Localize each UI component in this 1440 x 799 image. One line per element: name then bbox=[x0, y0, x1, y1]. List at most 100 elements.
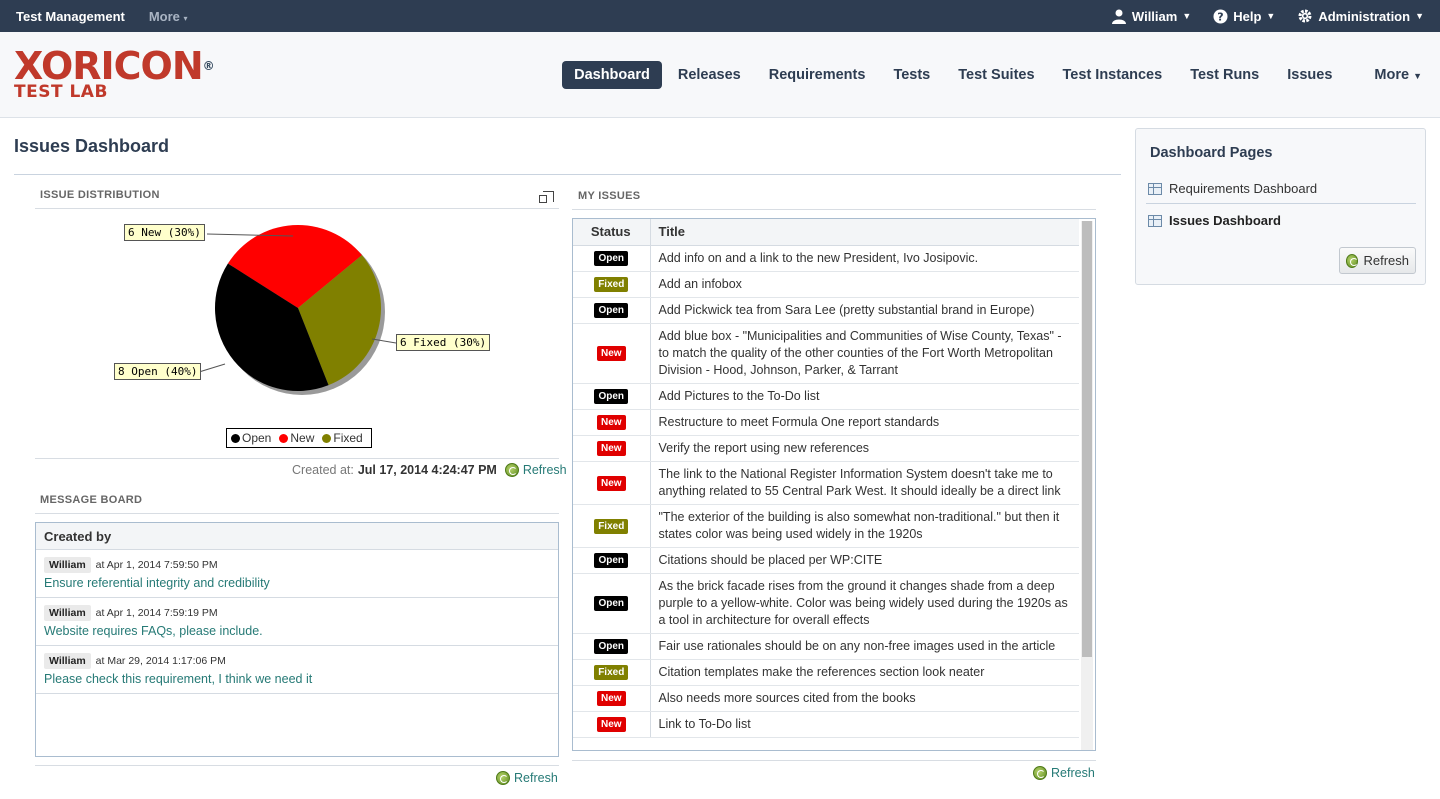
table-row[interactable]: Open Add info on and a link to the new Pr… bbox=[573, 245, 1079, 272]
app-name-link[interactable]: Test Management bbox=[16, 8, 125, 24]
refresh-label: Refresh bbox=[1363, 253, 1409, 268]
my-issues-refresh-link[interactable]: Refresh bbox=[1033, 766, 1095, 780]
table-row[interactable]: Open Citations should be placed per WP:CI… bbox=[573, 547, 1079, 574]
callout-open: 8 Open (40%) bbox=[114, 363, 202, 380]
issue-title[interactable]: Citation templates make the references s… bbox=[650, 659, 1079, 686]
status-cell: Fixed bbox=[573, 271, 651, 298]
message-link[interactable]: Website requires FAQs, please include. bbox=[44, 624, 263, 638]
pie-slice-new[interactable] bbox=[227, 225, 362, 308]
status-cell: Open bbox=[573, 383, 651, 410]
created-prefix: Created at: bbox=[292, 463, 354, 477]
table-row[interactable]: New Link to To-Do list bbox=[573, 711, 1079, 738]
table-row[interactable]: New Also needs more sources cited from th… bbox=[573, 685, 1079, 712]
chevron-down-icon: ▼ bbox=[1266, 11, 1276, 21]
table-row[interactable]: Open As the brick facade rises from the g… bbox=[573, 573, 1079, 634]
link-issues-dashboard[interactable]: Issues Dashboard bbox=[1148, 213, 1281, 228]
message-item: William at Apr 1, 2014 7:59:19 PM Website… bbox=[36, 598, 558, 646]
maximize-icon[interactable] bbox=[539, 191, 554, 203]
link-requirements-dashboard[interactable]: Requirements Dashboard bbox=[1148, 181, 1317, 196]
administration-menu[interactable]: Administration ▼ bbox=[1297, 8, 1424, 24]
table-row[interactable]: Fixed Citation templates make the referen… bbox=[573, 659, 1079, 686]
nav-test-runs[interactable]: Test Runs bbox=[1190, 67, 1260, 83]
column-header-title[interactable]: Title bbox=[650, 219, 1079, 246]
table-row[interactable]: New Verify the report using new reference… bbox=[573, 435, 1079, 462]
message-board: Created by William at Apr 1, 2014 7:59:50… bbox=[35, 522, 559, 757]
pie-slice-fixed[interactable] bbox=[298, 255, 381, 386]
xoricon-logo[interactable]: XORICON® TEST LAB bbox=[14, 47, 215, 101]
legend-swatch bbox=[322, 433, 332, 443]
issues-scrollbar[interactable] bbox=[1081, 221, 1093, 750]
pie-chart bbox=[198, 225, 397, 395]
table-row[interactable]: New Add blue box - "Municipalities and Co… bbox=[573, 323, 1079, 384]
status-cell: Open bbox=[573, 297, 651, 324]
message-time: at Apr 1, 2014 7:59:50 PM bbox=[95, 559, 218, 571]
pie-slice-open[interactable] bbox=[214, 263, 329, 391]
table-row[interactable]: Open Fair use rationales should be on any… bbox=[573, 633, 1079, 660]
issue-title[interactable]: Verify the report using new references bbox=[650, 435, 1079, 462]
issue-title[interactable]: Add info on and a link to the new Presid… bbox=[650, 245, 1079, 272]
issue-title[interactable]: "The exterior of the building is also so… bbox=[650, 504, 1079, 548]
status-cell: Fixed bbox=[573, 504, 651, 548]
issue-title[interactable]: Fair use rationales should be on any non… bbox=[650, 633, 1079, 660]
message-board-refresh-link[interactable]: Refresh bbox=[496, 771, 558, 785]
nav-issues[interactable]: Issues bbox=[1287, 67, 1333, 83]
nav-requirements[interactable]: Requirements bbox=[768, 67, 866, 83]
chevron-down-icon: ▼ bbox=[1182, 11, 1192, 21]
issue-title[interactable]: Restructure to meet Formula One report s… bbox=[650, 409, 1079, 436]
status-badge: Open bbox=[594, 389, 629, 404]
issue-distribution-chart: 6 New (30%) 6 Fixed (30%) 8 Open (40%) bbox=[35, 212, 559, 452]
column-header-status[interactable]: Status bbox=[573, 219, 651, 246]
status-badge: New bbox=[596, 475, 626, 491]
status-cell: Open bbox=[573, 547, 651, 574]
callout-fixed: 6 Fixed (30%) bbox=[396, 334, 491, 351]
issue-title[interactable]: Link to To-Do list bbox=[650, 711, 1079, 738]
issue-title[interactable]: Citations should be placed per WP:CITE bbox=[650, 547, 1079, 574]
issue-title[interactable]: Add Pictures to the To-Do list bbox=[650, 383, 1079, 410]
nav-tests[interactable]: Tests bbox=[893, 67, 931, 83]
side-refresh-button[interactable]: Refresh bbox=[1339, 247, 1416, 274]
my-issues-panel: Status Title Open Add info on and a link … bbox=[572, 218, 1096, 751]
table-row[interactable]: New The link to the National Register Inf… bbox=[573, 461, 1079, 505]
refresh-label: Refresh bbox=[522, 463, 567, 477]
issue-title[interactable]: Add an infobox bbox=[650, 271, 1079, 298]
table-row[interactable]: Fixed Add an infobox bbox=[573, 271, 1079, 298]
message-board-header: Created by bbox=[36, 523, 558, 550]
nav-more[interactable]: More ▼ bbox=[1362, 61, 1422, 89]
scrollbar-thumb[interactable] bbox=[1082, 221, 1092, 657]
message-author: William bbox=[44, 605, 91, 621]
issue-title[interactable]: Add blue box - "Municipalities and Commu… bbox=[650, 323, 1079, 384]
nav-test-suites[interactable]: Test Suites bbox=[958, 67, 1035, 83]
link-label: Requirements Dashboard bbox=[1169, 181, 1318, 196]
status-cell: Fixed bbox=[573, 659, 651, 686]
refresh-icon bbox=[1346, 253, 1359, 268]
message-link[interactable]: Ensure referential integrity and credibi… bbox=[44, 576, 270, 590]
table-row[interactable]: Open Add Pictures to the To-Do list bbox=[573, 383, 1079, 410]
table-row[interactable]: New Restructure to meet Formula One repor… bbox=[573, 409, 1079, 436]
chart-refresh-link[interactable]: Refresh bbox=[504, 463, 567, 477]
message-author: William bbox=[44, 557, 91, 573]
issue-title[interactable]: Also needs more sources cited from the b… bbox=[650, 685, 1079, 712]
help-menu[interactable]: ? Help ▼ bbox=[1213, 9, 1275, 24]
chart-created-at: Created at: Jul 17, 2014 4:24:47 PM Refr… bbox=[292, 463, 567, 477]
page-title: Issues Dashboard bbox=[14, 136, 170, 156]
dashboard-pages-title: Dashboard Pages bbox=[1150, 145, 1273, 161]
issue-title[interactable]: The link to the National Register Inform… bbox=[650, 461, 1079, 505]
legend-swatch bbox=[231, 433, 240, 443]
nav-dashboard[interactable]: Dashboard bbox=[562, 61, 662, 89]
nav-releases[interactable]: Releases bbox=[677, 67, 741, 83]
header: XORICON® TEST LAB Dashboard Releases Req… bbox=[0, 32, 1440, 118]
dashboard-grid-icon bbox=[1148, 214, 1162, 227]
table-row[interactable]: Fixed "The exterior of the building is al… bbox=[573, 504, 1079, 548]
top-more-menu[interactable]: More ▾ bbox=[149, 9, 188, 24]
status-badge: Open bbox=[594, 251, 629, 266]
issue-title[interactable]: As the brick facade rises from the groun… bbox=[650, 573, 1079, 634]
section-divider bbox=[35, 208, 559, 209]
nav-test-instances[interactable]: Test Instances bbox=[1062, 67, 1163, 83]
table-row[interactable]: Open Add Pickwick tea from Sara Lee (pret… bbox=[573, 297, 1079, 324]
user-menu[interactable]: William ▼ bbox=[1111, 9, 1191, 24]
help-menu-label: Help bbox=[1233, 8, 1262, 24]
status-badge: Fixed bbox=[594, 518, 629, 534]
legend-item-open: Open bbox=[231, 431, 271, 445]
message-link[interactable]: Please check this requirement, I think w… bbox=[44, 672, 313, 686]
issue-title[interactable]: Add Pickwick tea from Sara Lee (pretty s… bbox=[650, 297, 1079, 324]
